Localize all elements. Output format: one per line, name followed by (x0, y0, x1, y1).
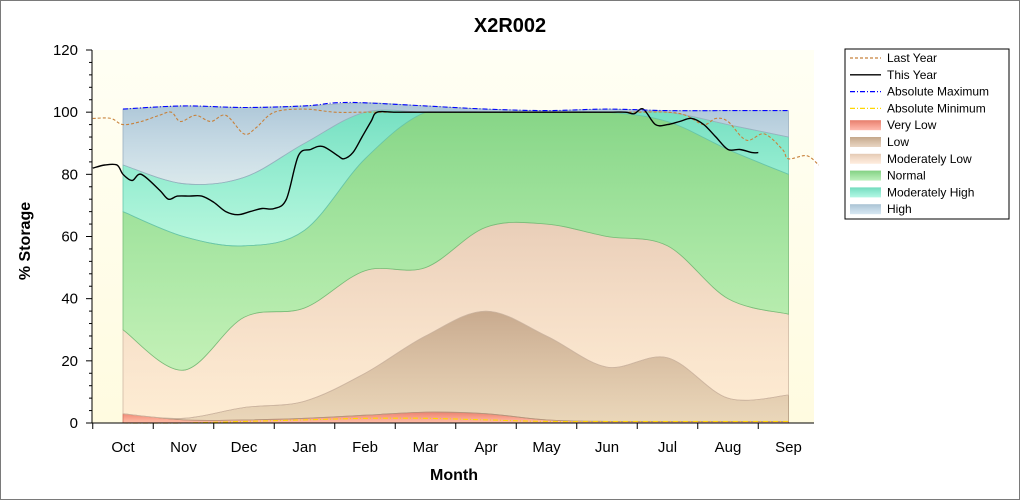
x-tick-label: Mar (413, 439, 439, 456)
band-high (122, 102, 789, 185)
x-tick-label: Jan (292, 439, 316, 456)
legend-label-moderately-low: Moderately Low (887, 152, 972, 166)
y-tick-label: 0 (70, 415, 78, 432)
legend-swatch-moderately-high (850, 187, 881, 198)
legend-swatch-moderately-low (850, 153, 881, 164)
legend-label-absolute-minimum: Absolute Minimum (887, 101, 986, 115)
bands-layer (122, 102, 789, 424)
series-layer (92, 101, 820, 424)
legend-label-moderately-high: Moderately High (887, 185, 974, 199)
series-absolute-minimum (122, 417, 789, 424)
x-tick-label: May (532, 439, 561, 456)
y-tick-label: 60 (61, 229, 78, 246)
legend-label-very-low: Very Low (887, 118, 937, 132)
x-tick-label: Sep (775, 439, 802, 456)
legend-label-low: Low (887, 135, 909, 149)
legend-swatch-normal (850, 170, 881, 181)
y-axis-title: % Storage (17, 202, 34, 280)
y-tick-label: 100 (53, 104, 78, 121)
x-tick-label: Oct (111, 439, 135, 456)
legend-label-last-year: Last Year (887, 51, 937, 65)
series-absolute-maximum (122, 101, 789, 112)
x-tick-label: Nov (170, 439, 197, 456)
legend-label-high: High (887, 202, 912, 216)
y-tick-label: 40 (61, 291, 78, 308)
x-axis-title: Month (430, 467, 478, 484)
axes-layer: 0 20 40 60 80 100 120 Oct Nov Dec Jan Feb Mar Apr May J… (53, 42, 814, 456)
series-this-year (92, 108, 759, 216)
legend-swatch-low (850, 137, 881, 147)
x-tick-label: Jul (658, 439, 677, 456)
y-tick-label: 120 (53, 42, 78, 59)
legend-swatch-high (850, 204, 881, 215)
chart-title: X2R002 (474, 15, 546, 37)
x-tick-label: Feb (352, 439, 378, 456)
x-tick-label: Aug (715, 439, 742, 456)
x-tick-label: Jun (595, 439, 619, 456)
x-tick-label: Apr (474, 439, 497, 456)
x-tick-label: Dec (231, 439, 258, 456)
legend-label-normal: Normal (887, 169, 926, 183)
legend-swatch-very-low (850, 120, 881, 131)
y-tick-label: 80 (61, 166, 78, 183)
y-tick-label: 20 (61, 353, 78, 370)
legend-label-this-year: This Year (887, 68, 937, 82)
legend: Last Year This Year Absolute Maximum Absolu… (844, 48, 1010, 220)
legend-label-absolute-maximum: Absolute Maximum (887, 85, 989, 99)
